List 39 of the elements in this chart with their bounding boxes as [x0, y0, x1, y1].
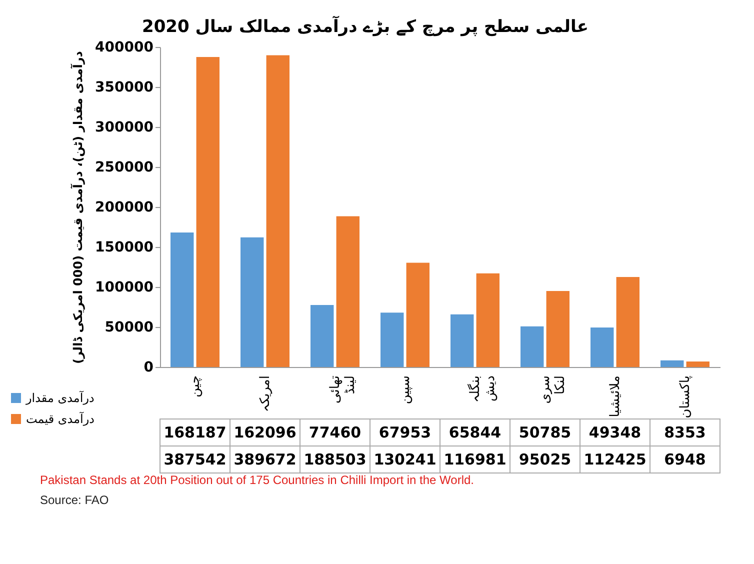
legend-label: درآمدی مقدار	[25, 390, 94, 405]
data-label: 6948	[664, 450, 706, 468]
data-label: 49348	[588, 424, 642, 442]
y-tick-label: 200000	[95, 200, 154, 216]
x-tick-label: چین	[188, 376, 203, 398]
data-label: 168187	[164, 424, 226, 442]
text: Pakistan Stands at 20th Position out of 175 Countries in Chilli Import in the World.	[40, 473, 474, 487]
x-tick-label: امریکہ	[258, 376, 273, 412]
x-tick-label: ملائیشیا	[608, 376, 623, 418]
data-label: 112425	[584, 450, 646, 468]
data-label: 387542	[164, 450, 226, 468]
x-tick-label: سری لنکا	[538, 376, 568, 404]
x-tick-label: بنگلہ دیش	[467, 375, 498, 403]
x-tick-label: تھائی لینڈ	[328, 375, 358, 404]
y-tick-label: 350000	[95, 80, 154, 96]
y-tick-label: 250000	[95, 160, 154, 176]
y-tick-label: 150000	[95, 240, 154, 256]
data-label: 130241	[374, 450, 436, 468]
y-axis-title: درآمدی مقدار (ٹن)، درآمدی قیمت (000 امریکی ڈالر)	[70, 51, 86, 364]
y-tick-label: 400000	[95, 40, 154, 56]
y-tick-label: 100000	[95, 280, 154, 296]
x-tick-label: سپین	[398, 376, 413, 404]
data-label: 50785	[518, 424, 572, 442]
data-label: 188503	[304, 450, 366, 468]
data-label: 95025	[518, 450, 572, 468]
y-tick-label: 0	[144, 360, 154, 376]
data-label: 65844	[448, 424, 502, 442]
y-tick-label: 50000	[104, 320, 154, 336]
legend-label: درآمدی قیمت	[26, 411, 94, 426]
data-label: 67953	[378, 424, 432, 442]
chart-title: عالمی سطح پر مرچ کے بڑے درآمدی ممالک سال 2020	[142, 15, 588, 37]
data-label: 116981	[444, 450, 506, 468]
source-note: Source: FAO	[40, 493, 109, 507]
x-tick-label: پاکستان	[678, 375, 693, 418]
data-label: 162096	[234, 424, 296, 442]
data-label: 389672	[234, 450, 296, 468]
y-tick-label: 300000	[95, 120, 154, 136]
data-label: 8353	[664, 424, 706, 442]
data-label: 77460	[308, 424, 362, 442]
